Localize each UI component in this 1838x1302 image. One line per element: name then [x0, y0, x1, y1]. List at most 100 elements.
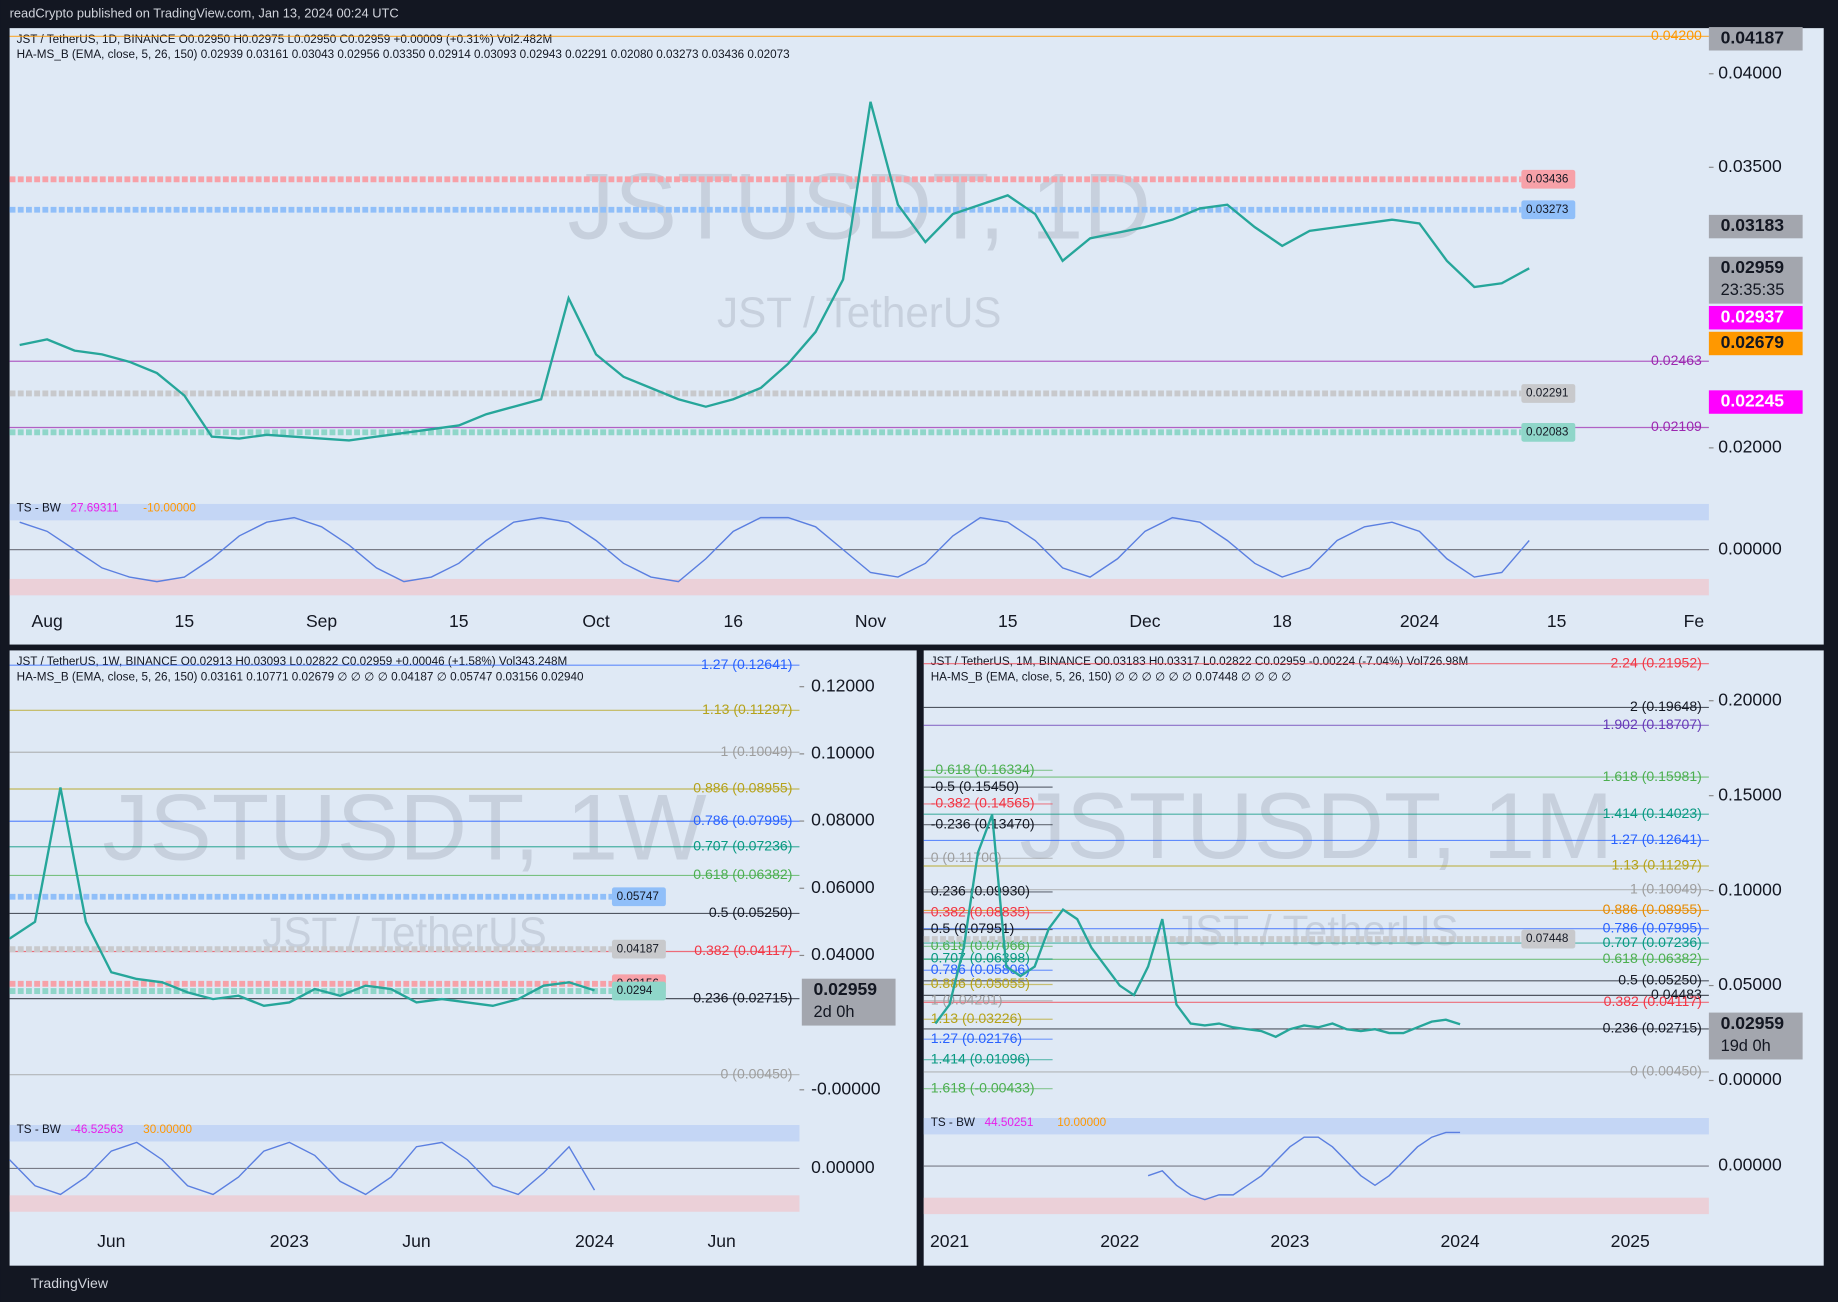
y-tick-label: 0.08000 [811, 810, 875, 830]
level-label: 1 (0.10049) [721, 743, 793, 759]
osc-band-top [923, 1118, 1709, 1135]
legend-info: JST / TetherUS, 1D, BINANCE O0.02950 H0.… [17, 33, 553, 46]
tag-label: 0.02083 [1526, 425, 1568, 438]
tag-box [1521, 422, 1576, 442]
y-tick-label: 0.03500 [1718, 156, 1782, 176]
level-label: 1.27 (0.12641) [701, 656, 792, 672]
price-tag [1708, 390, 1803, 414]
price-tag [1708, 256, 1803, 304]
level-label: 2.24 (0.21952) [1610, 654, 1701, 670]
countdown: 2d 0h [814, 1003, 855, 1021]
level-label: 0.786 (0.07995) [693, 812, 792, 828]
level-label: 1.27 (0.02176) [931, 1030, 1022, 1046]
x-tick-label: 15 [449, 611, 469, 631]
osc-reading: 30.00000 [143, 1123, 192, 1136]
x-tick-label: 2024 [575, 1231, 614, 1251]
legend-info: JST / TetherUS, 1W, BINANCE O0.02913 H0.… [17, 655, 568, 668]
legend-info: HA-MS_B (EMA, close, 5, 26, 150) 0.03161… [17, 670, 584, 683]
legend-info: HA-MS_B (EMA, close, 5, 26, 150) ∅ ∅ ∅ ∅… [931, 670, 1292, 683]
tag-label: 0.07448 [1526, 932, 1568, 945]
tag-box [1521, 384, 1576, 403]
tag-label: 0.04187 [617, 942, 659, 955]
level-label: 1.13 (0.11297) [1611, 857, 1701, 873]
y-tick-label: 0.02000 [1718, 437, 1782, 457]
level-label: 0.886 (0.08955) [1603, 901, 1702, 917]
osc-band-bottom [9, 578, 1709, 596]
level-label: 0.5 (0.05250) [1618, 972, 1702, 988]
x-tick-label: 2024 [1441, 1231, 1480, 1251]
y-tick-label: 0.12000 [811, 675, 875, 695]
level-label: 1.13 (0.11297) [702, 701, 792, 717]
level-label: 0.5 (0.07951) [931, 920, 1015, 936]
price-tag-label: 0.02959 [1721, 1013, 1785, 1033]
price-line [19, 101, 1530, 442]
legend-info: HA-MS_B (EMA, close, 5, 26, 150) 0.02939… [17, 48, 790, 61]
panel [9, 650, 917, 1266]
level-label: 0.886 (0.05055) [931, 975, 1030, 991]
x-tick-label: Nov [855, 611, 886, 631]
x-tick-label: 15 [1547, 611, 1567, 631]
x-tick-label: Aug [31, 611, 62, 631]
tag-box [1521, 929, 1576, 949]
level-label: 1.618 (-0.00433) [931, 1079, 1035, 1095]
level-label: 0 (0.00450) [1630, 1063, 1702, 1079]
x-tick-label: 2022 [1100, 1231, 1139, 1251]
tag-box [611, 939, 666, 959]
level-label: 0.707 (0.07236) [693, 837, 792, 853]
x-tick-label: 2025 [1611, 1231, 1650, 1251]
tag-label: 0.0294 [617, 984, 653, 997]
osc-tick-label: 0.00000 [1718, 538, 1782, 558]
level-label: 0.236 (0.09930) [931, 883, 1030, 899]
countdown: 23:35:35 [1721, 281, 1785, 299]
x-tick-label: Fe [1684, 611, 1705, 631]
osc-band-top [9, 503, 1709, 521]
price-tag [1708, 1012, 1803, 1060]
osc-line [19, 516, 1530, 583]
level-label: 0.618 (0.06382) [1603, 950, 1702, 966]
legend-info: JST / TetherUS, 1M, BINANCE O0.03183 H0.… [931, 655, 1469, 668]
tag-box [1521, 169, 1576, 189]
price-tag-label: 0.02959 [1721, 257, 1785, 277]
x-tick-label: 2024 [1400, 611, 1439, 631]
tag-label: 0.03436 [1526, 172, 1568, 185]
osc-title: TS - BW [17, 502, 61, 515]
y-tick-label: 0.20000 [1718, 689, 1782, 709]
osc-reading: -10.00000 [143, 502, 196, 515]
tag-label: 0.02291 [1526, 387, 1568, 400]
tag-box [611, 887, 666, 907]
osc-reading: 27.69311 [71, 502, 119, 515]
sub-watermark: JST / TetherUS [1174, 907, 1458, 954]
x-tick-label: 2023 [270, 1231, 309, 1251]
level-label: 0.5 (0.05250) [709, 904, 793, 920]
watermark: JSTUSDT, 1M [1019, 773, 1613, 878]
tag-label: 0.05747 [617, 890, 659, 903]
y-tick-label: 0.10000 [811, 743, 875, 763]
osc-reading: 10.00000 [1057, 1116, 1106, 1129]
level-label: 0.382 (0.04117) [694, 942, 792, 958]
level-label: 0.02109 [1651, 418, 1702, 434]
price-tag-label: 0.02245 [1721, 391, 1785, 411]
price-tag [1708, 331, 1803, 356]
level-label: 1 (0.10049) [1630, 880, 1702, 896]
panel [923, 650, 1824, 1266]
price-tag-label: 0.02959 [814, 979, 878, 999]
level-label: 1.414 (0.14023) [1603, 805, 1702, 821]
level-label: 0.04200 [1651, 27, 1702, 43]
osc-band-top [9, 1125, 800, 1142]
y-tick-label: 0.05000 [1718, 974, 1782, 994]
x-tick-label: 15 [175, 611, 195, 631]
x-tick-label: Sep [306, 611, 337, 631]
level-label: 1 (0.04201) [931, 991, 1003, 1007]
level-label: 1.618 (0.15981) [1603, 768, 1702, 784]
header: readCrypto published on TradingView.com,… [10, 5, 399, 20]
osc-line [1147, 1131, 1461, 1201]
y-tick-label: 0.15000 [1718, 784, 1782, 804]
level-label: 0.02463 [1651, 352, 1702, 368]
level-label: -0.236 (0.13470) [931, 815, 1035, 831]
price-tag [1708, 214, 1803, 239]
price-tag-label: 0.02937 [1721, 306, 1784, 326]
price-line [8, 787, 595, 1008]
osc-band-bottom [923, 1197, 1709, 1215]
y-tick-label: 0.06000 [811, 877, 875, 897]
